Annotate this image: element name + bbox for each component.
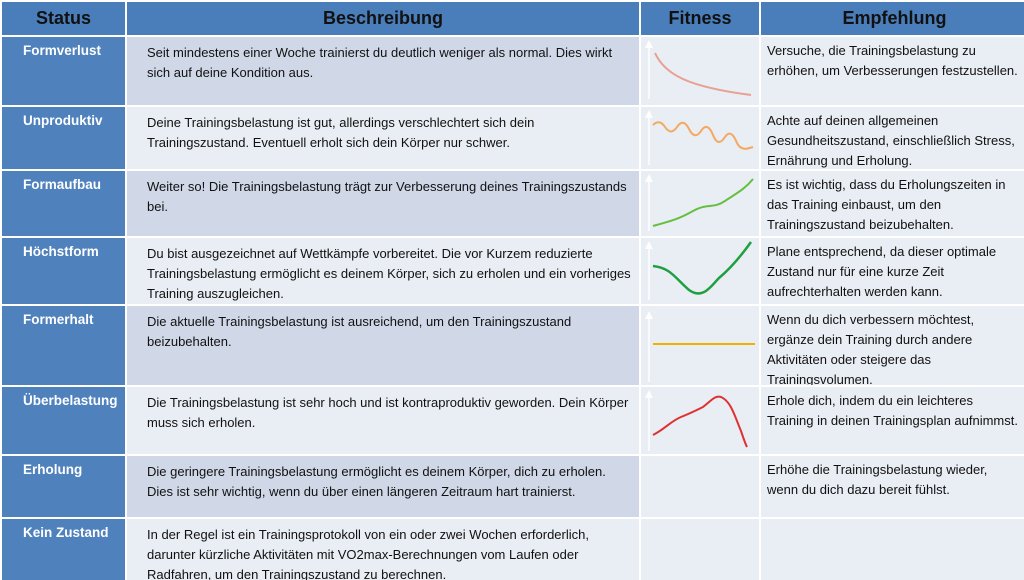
status-description: Seit mindestens einer Woche trainierst d…: [127, 37, 639, 105]
status-label: Formverlust: [2, 37, 125, 105]
flat-line-icon: [645, 311, 755, 382]
fitness-trend-cell: [641, 171, 759, 236]
status-recommendation: Achte auf deinen allgemeinen Gesundheits…: [761, 107, 1024, 169]
status-label: Erholung: [2, 456, 125, 517]
status-label: Höchstform: [2, 238, 125, 304]
rising-curve-icon: [645, 174, 754, 231]
status-recommendation: Erhole dich, indem du ein leichteres Tra…: [761, 387, 1024, 454]
fitness-trend-cell: [641, 107, 759, 169]
status-description: Die Trainingsbelastung ist sehr hoch und…: [127, 387, 639, 454]
header-recommendation: Empfehlung: [761, 2, 1024, 35]
header-fitness: Fitness: [641, 2, 759, 35]
status-label: Kein Zustand: [2, 519, 125, 580]
status-description: Du bist ausgezeichnet auf Wettkämpfe vor…: [127, 238, 639, 304]
status-recommendation: [761, 519, 1024, 580]
status-label: Unproduktiv: [2, 107, 125, 169]
fitness-trend-cell: [641, 306, 759, 385]
status-description: Die geringere Trainingsbelastung ermögli…: [127, 456, 639, 517]
status-description: Deine Trainingsbelastung ist gut, allerd…: [127, 107, 639, 169]
status-description: In der Regel ist ein Trainingsprotokoll …: [127, 519, 639, 580]
status-description: Die aktuelle Trainingsbelastung ist ausr…: [127, 306, 639, 385]
dip-and-rise-curve-icon: [645, 241, 753, 300]
fitness-trend-cell: [641, 456, 759, 517]
status-recommendation: Es ist wichtig, dass du Erholungszeiten …: [761, 171, 1024, 236]
status-label: Formaufbau: [2, 171, 125, 236]
status-label: Formerhalt: [2, 306, 125, 385]
fitness-trend-cell: [641, 37, 759, 105]
header-description: Beschreibung: [127, 2, 639, 35]
status-recommendation: Wenn du dich verbessern möchtest, ergänz…: [761, 306, 1024, 385]
fitness-trend-cell: [641, 519, 759, 580]
status-label: Überbelastung: [2, 387, 125, 454]
status-recommendation: Plane entsprechend, da dieser optimale Z…: [761, 238, 1024, 304]
wavy-declining-curve-icon: [645, 110, 754, 165]
declining-curve-icon: [645, 40, 752, 99]
status-description: Weiter so! Die Trainingsbelastung trägt …: [127, 171, 639, 236]
status-recommendation: Erhöhe die Trainingsbelastung wieder, we…: [761, 456, 1024, 517]
status-recommendation: Versuche, die Trainingsbelastung zu erhö…: [761, 37, 1024, 105]
fitness-trend-cell: [641, 387, 759, 454]
fitness-trend-cell: [641, 238, 759, 304]
header-status: Status: [2, 2, 125, 35]
peak-and-drop-curve-icon: [645, 390, 748, 451]
